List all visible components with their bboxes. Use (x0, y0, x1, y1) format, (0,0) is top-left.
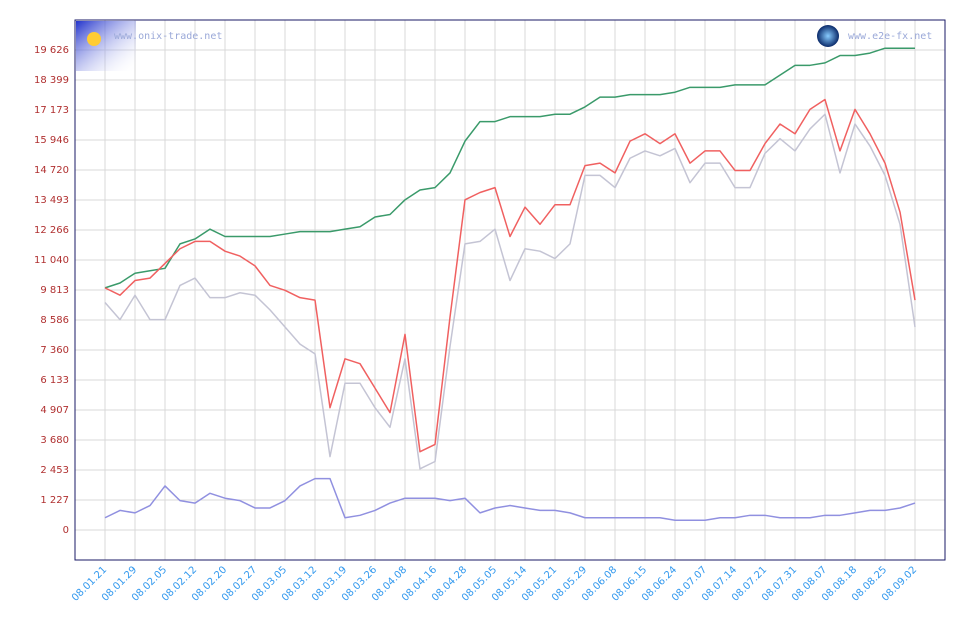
y-tick-label: 19 626 (34, 45, 69, 56)
grid (75, 20, 945, 560)
series-line (104, 98, 916, 453)
y-tick-label: 7 360 (40, 345, 69, 356)
logo-left (76, 21, 136, 71)
series (104, 47, 916, 521)
y-tick-label: 6 133 (40, 375, 69, 386)
logo-sun (87, 32, 101, 46)
y-tick-label: 0 (63, 525, 69, 536)
y-tick-label: 14 720 (34, 165, 69, 176)
y-tick-label: 8 586 (40, 315, 69, 326)
y-tick-label: 11 040 (34, 255, 69, 266)
y-tick-label: 12 266 (34, 225, 69, 236)
y-tick-label: 17 173 (34, 105, 69, 116)
series-line (104, 477, 916, 521)
y-tick-label: 15 946 (34, 135, 69, 146)
series-line (104, 113, 916, 470)
y-tick-label: 3 680 (40, 435, 69, 446)
watermark: www.e2e-fx.net (848, 31, 932, 42)
y-tick-label: 9 813 (40, 285, 69, 296)
y-tick-label: 18 399 (34, 75, 69, 86)
series-line (104, 47, 915, 289)
y-tick-label: 4 907 (40, 405, 69, 416)
y-tick-label: 1 227 (40, 495, 69, 506)
y-tick-label: 13 493 (34, 195, 69, 206)
watermark: www.onix-trade.net (114, 31, 222, 42)
logo-globe (817, 25, 839, 47)
y-tick-label: 2 453 (40, 465, 69, 476)
plot-border (74, 19, 946, 561)
